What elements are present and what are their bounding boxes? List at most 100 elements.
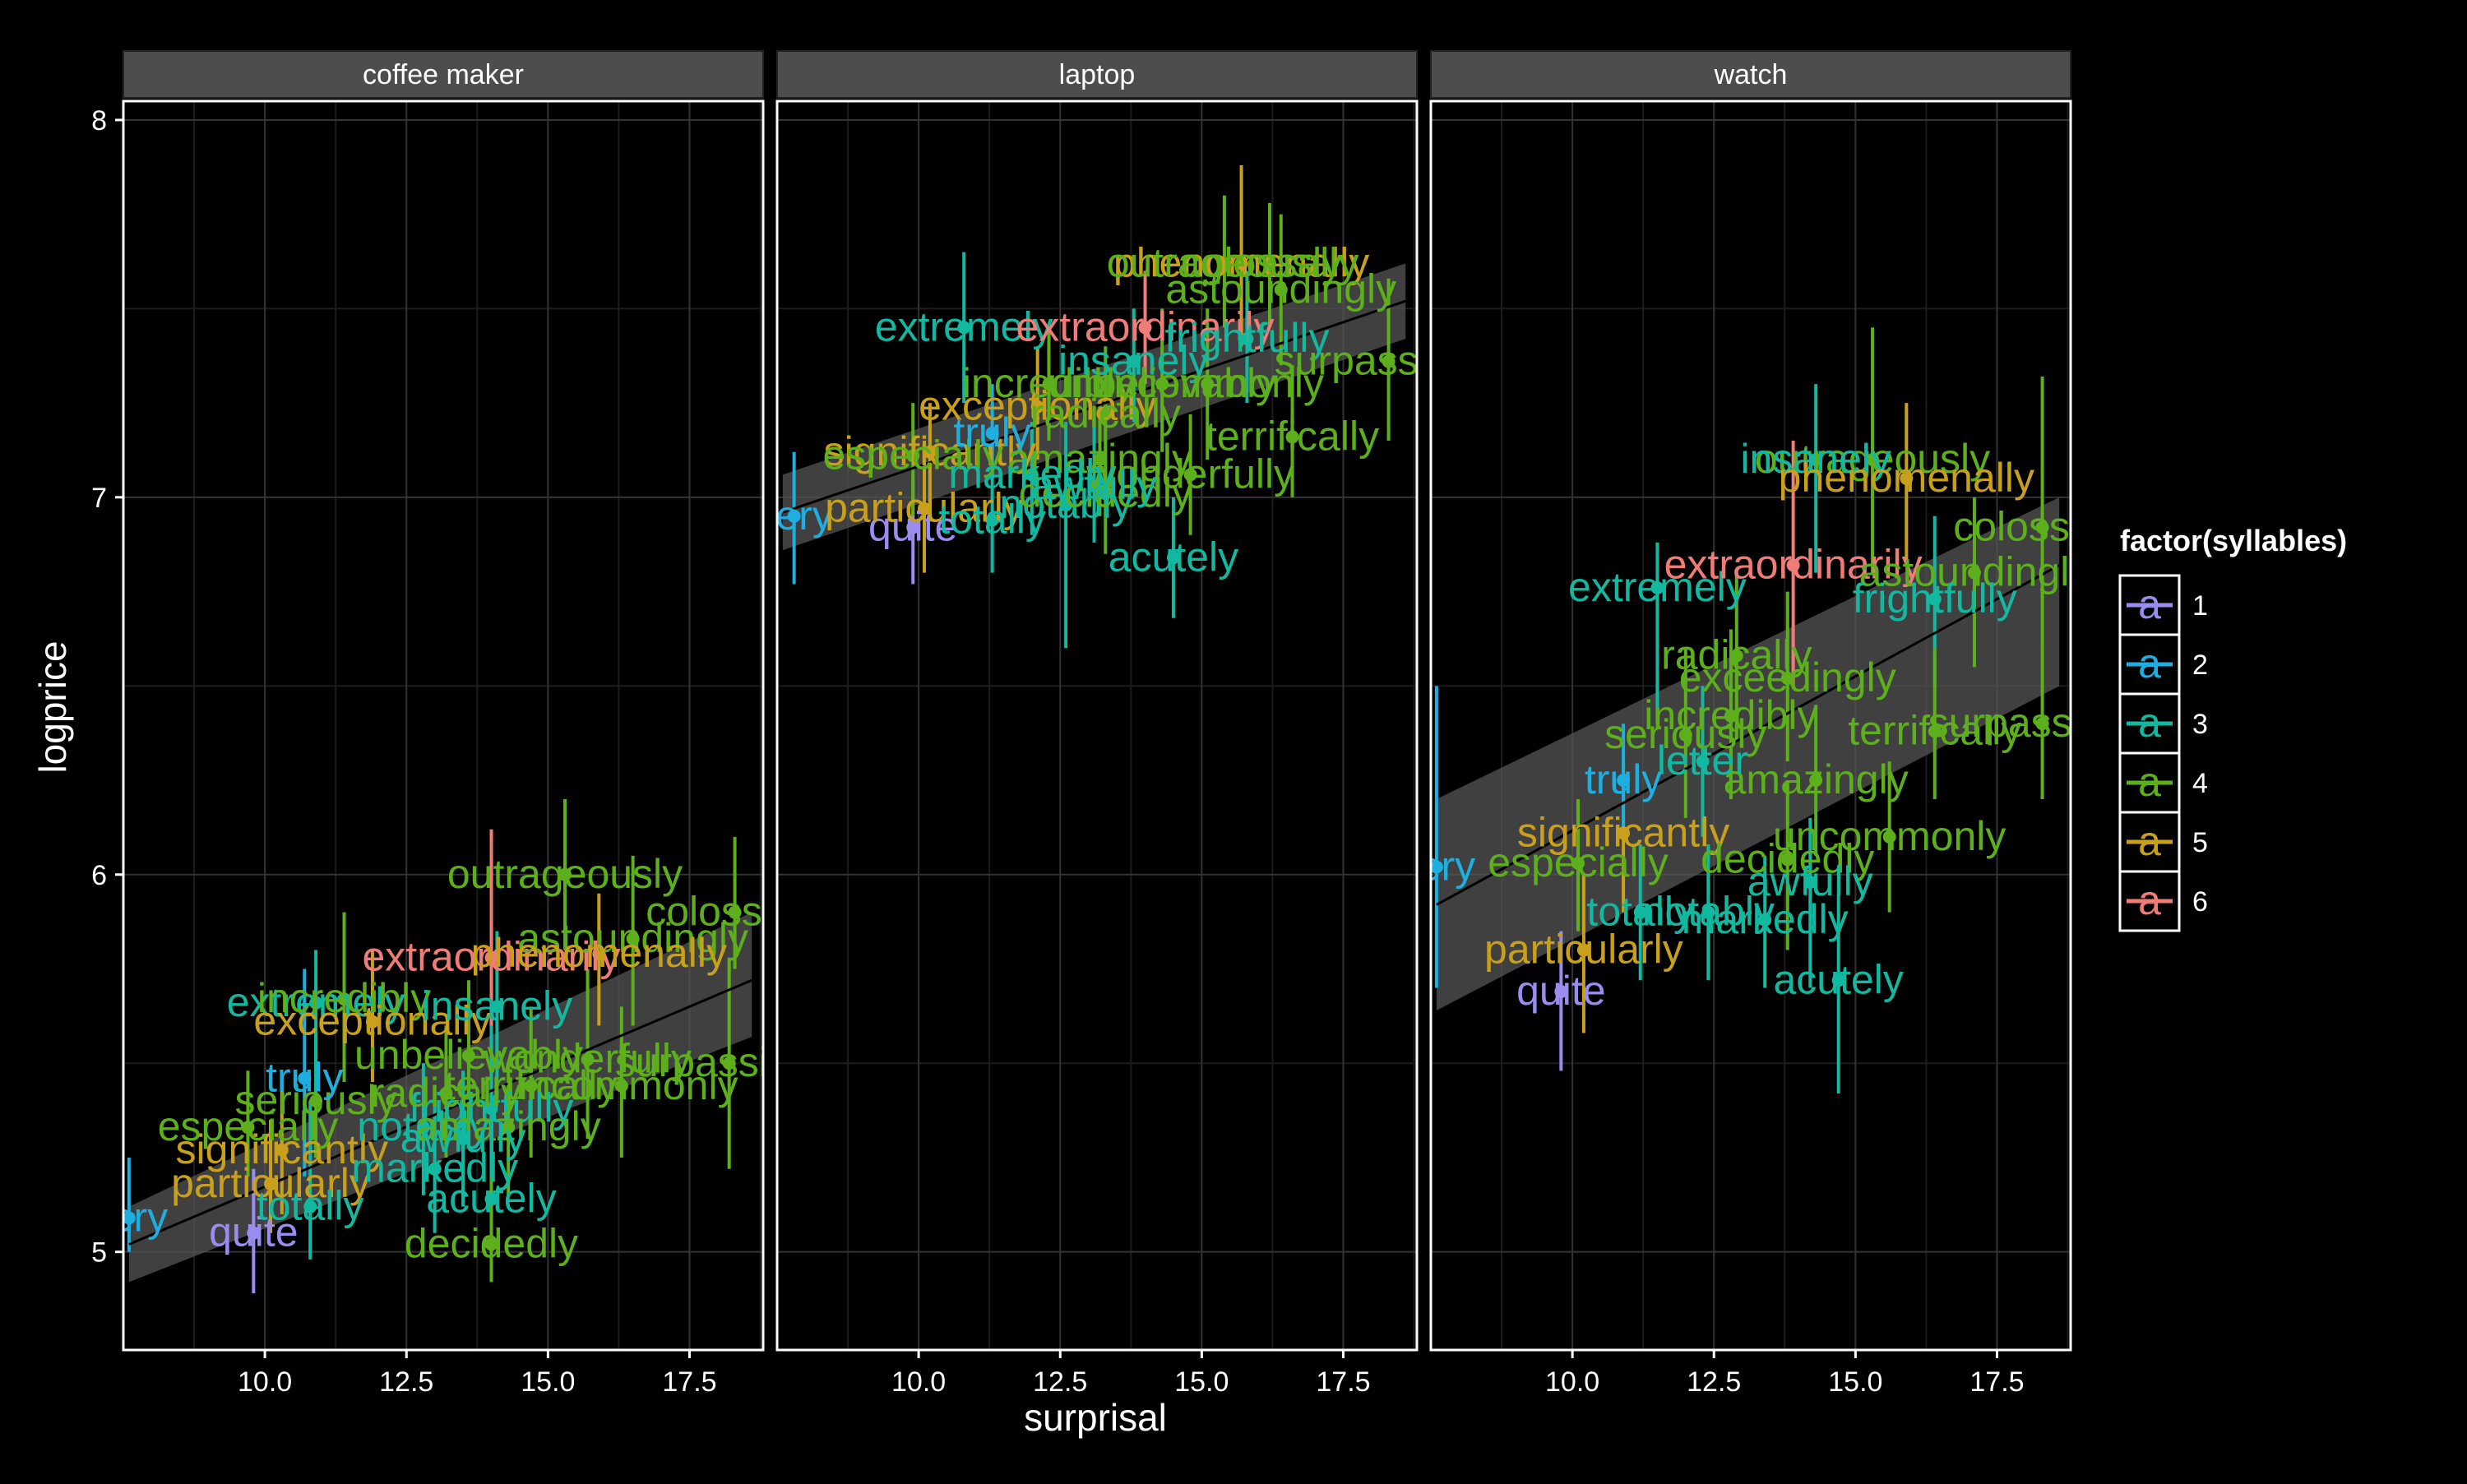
data-point	[1724, 710, 1738, 724]
panel-border	[775, 99, 1419, 1352]
y-tick-label: 5	[91, 1237, 107, 1269]
data-point	[337, 992, 351, 1006]
legend-title: factor(syllables)	[2120, 524, 2347, 557]
point-label: especially	[1488, 839, 1669, 885]
point-label: incredibly	[257, 975, 431, 1021]
data-point	[309, 996, 323, 1010]
data-point	[918, 502, 932, 515]
point-label: phenomenally	[1113, 239, 1369, 285]
data-point	[1786, 558, 1800, 572]
y-tick-label: 8	[91, 105, 107, 136]
point-label: awfully	[400, 1115, 526, 1161]
point-label: wonderfully	[1085, 451, 1294, 497]
legend-label: 2	[2192, 650, 2208, 681]
confidence-band	[128, 912, 752, 1283]
point-label: decidedly	[1701, 835, 1874, 881]
data-point	[484, 950, 498, 964]
point-label: terrifically	[1848, 707, 2021, 753]
data-point	[1758, 913, 1772, 927]
point-label: radically	[371, 1070, 521, 1116]
point-label: amazingly	[1007, 436, 1192, 482]
data-point	[1087, 479, 1101, 493]
point-label: insanely	[422, 982, 572, 1029]
point-label: uncommonly	[505, 1062, 738, 1108]
data-point	[906, 449, 920, 463]
data-point	[484, 1192, 498, 1206]
data-point	[728, 905, 742, 919]
facet-title: laptop	[1059, 59, 1136, 90]
data-point	[592, 947, 606, 961]
point-label: letter	[1657, 737, 1748, 784]
data-point	[626, 932, 640, 945]
data-point	[1831, 973, 1845, 987]
data-point	[1285, 430, 1299, 444]
point-label: exceedingly	[1679, 654, 1896, 700]
facet-strip	[123, 50, 764, 99]
point-label: amazingly	[416, 1103, 601, 1149]
point-label: very	[90, 1194, 168, 1240]
point-label: extremely	[227, 979, 405, 1025]
data-point	[1127, 354, 1141, 368]
point-label: amazingly	[1724, 756, 1909, 802]
point-label: radically	[1661, 632, 1812, 678]
data-point	[1900, 471, 1914, 485]
data-point	[1382, 354, 1395, 368]
data-point	[1633, 905, 1647, 919]
data-point	[1093, 452, 1107, 466]
data-point	[1576, 943, 1590, 957]
data-point	[1882, 830, 1896, 844]
point-label: unbelievably	[354, 1032, 583, 1078]
point-label: uncommonly	[1773, 813, 2006, 859]
point-label: awfully	[1747, 858, 1873, 904]
data-point	[303, 1200, 317, 1214]
data-point	[722, 1056, 736, 1070]
panel-border	[1429, 99, 2072, 1352]
point-label: frightfully	[409, 1084, 573, 1130]
point-label: radically	[1030, 391, 1181, 437]
facet-title: watch	[1714, 59, 1788, 90]
y-tick-label: 7	[91, 483, 107, 514]
point-label: unbelievably	[1048, 360, 1276, 406]
facet-title: coffee maker	[363, 59, 524, 90]
point-label: extremely	[875, 303, 1053, 349]
point-label: markedly	[351, 1145, 518, 1191]
trend-line	[1436, 564, 2060, 906]
data-point	[1650, 580, 1664, 594]
data-point	[428, 1162, 442, 1176]
data-point	[490, 1000, 504, 1014]
data-point	[1928, 724, 1942, 738]
data-point	[787, 509, 801, 523]
x-tick-label: 17.5	[1316, 1366, 1370, 1398]
point-label: quite	[209, 1209, 298, 1255]
data-point	[309, 1094, 323, 1108]
data-point	[614, 1079, 628, 1093]
data-point	[1803, 875, 1817, 889]
data-point	[1928, 592, 1942, 606]
point-label: surpassingly	[1928, 700, 2157, 746]
facet-panel: laptop very quiteparticularlytotallynotabl…	[775, 50, 1419, 1398]
point-label: significantly	[1517, 809, 1729, 855]
point-label: acutely	[1773, 956, 1903, 1002]
data-point	[1431, 860, 1443, 874]
panel-border	[122, 99, 765, 1352]
legend-key-glyph: a	[2138, 581, 2161, 627]
data-point	[1059, 498, 1073, 512]
point-label: notably	[357, 1103, 489, 1149]
point-label: extremely	[1568, 564, 1747, 610]
point-label: uncommonly	[1091, 360, 1324, 406]
data-point	[1617, 774, 1631, 788]
data-point	[247, 1226, 261, 1240]
data-point	[1201, 377, 1215, 391]
data-point	[957, 321, 971, 335]
point-label: especially	[822, 432, 1003, 478]
data-point	[241, 1121, 255, 1135]
facet-strip	[776, 50, 1418, 99]
data-point	[1866, 452, 1880, 466]
point-label: markedly	[1682, 896, 1849, 942]
legend-label: 6	[2192, 886, 2208, 918]
